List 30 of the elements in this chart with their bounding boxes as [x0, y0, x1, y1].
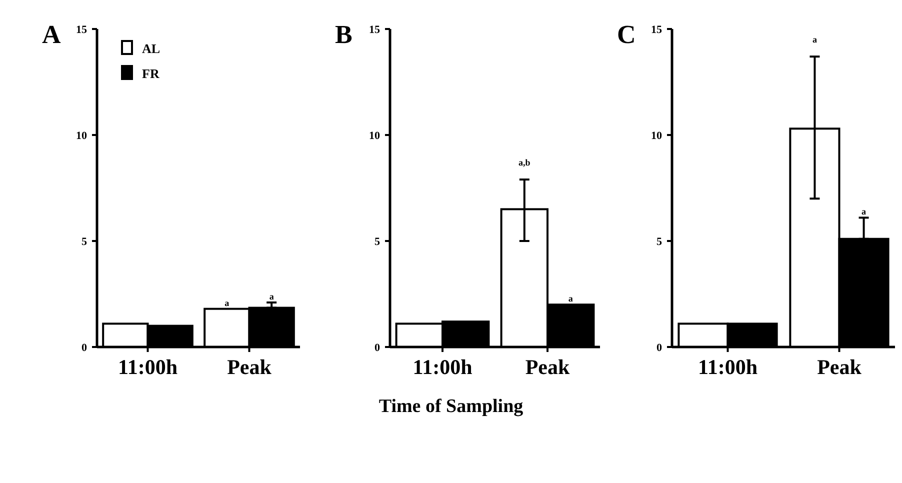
data-label: a — [862, 206, 867, 217]
x-tick-label: Peak — [227, 355, 272, 379]
x-tick-label: 11:00h — [412, 355, 473, 379]
y-tick-label: 10 — [369, 130, 380, 142]
y-tick-label: 15 — [369, 24, 380, 36]
annotation: a — [812, 34, 818, 45]
x-axis-title: Time of Sampling — [378, 396, 524, 417]
y-tick-label: 5 — [82, 236, 88, 248]
x-tick-label: Peak — [817, 355, 862, 379]
annotation: a,b — [518, 158, 530, 168]
legend-label: AL — [142, 41, 160, 56]
y-tick-label: 5 — [656, 236, 662, 248]
y-tick-label: 10 — [651, 130, 662, 142]
data-label: a — [224, 298, 230, 308]
x-tick-label: 11:00h — [118, 355, 178, 379]
x-tick-label: Peak — [525, 355, 570, 379]
legend-label: FR — [142, 66, 160, 81]
y-tick-label: 5 — [374, 236, 380, 248]
data-label: a — [568, 294, 574, 304]
data-label: a — [269, 291, 274, 302]
y-tick-label: 0 — [656, 342, 662, 354]
y-tick-label: 0 — [374, 342, 380, 354]
chart-title: C — [617, 20, 636, 49]
x-tick-label: 11:00h — [698, 355, 758, 379]
y-tick-label: 15 — [76, 24, 88, 36]
chart-title: A — [42, 20, 61, 49]
y-tick-label: 10 — [76, 130, 88, 142]
chart-title: B — [335, 20, 352, 49]
y-tick-label: 15 — [651, 24, 662, 36]
y-tick-label: 0 — [82, 342, 88, 354]
